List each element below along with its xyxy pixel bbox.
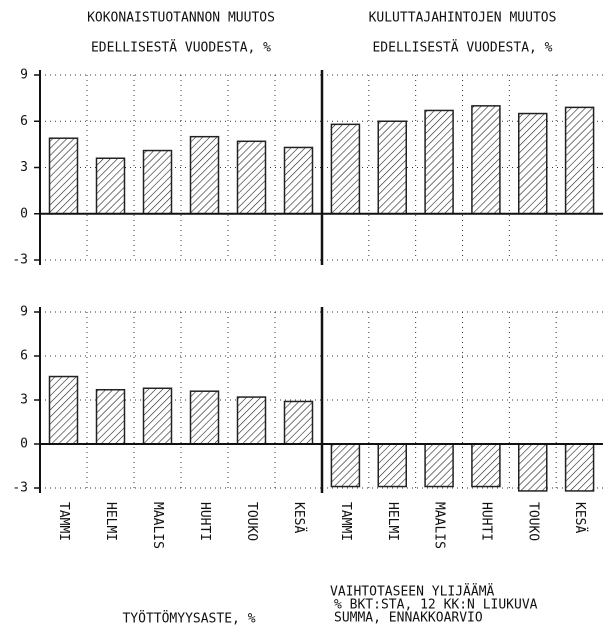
x-tick-label: TAMMI (56, 502, 71, 541)
x-tick-label: HUHTI (197, 502, 212, 541)
x-tick-label: HUHTI (478, 502, 493, 541)
chart-title: KOKONAISTUOTANNON MUUTOS (87, 11, 275, 26)
y-tick-label: 6 (20, 114, 28, 129)
bar (564, 443, 595, 492)
y-tick-label: 0 (20, 437, 28, 452)
y-tick-label: 0 (20, 206, 28, 221)
bar (518, 112, 548, 215)
x-tick-label: MAALIS (150, 502, 165, 549)
y-tick-label: -3 (12, 253, 28, 268)
bar (424, 109, 454, 215)
y-tick-label: -3 (12, 481, 28, 496)
bar (48, 137, 79, 215)
y-tick-label: 9 (20, 305, 28, 320)
chart-title: EDELLISESTÄ VUODESTA, % (91, 40, 271, 56)
bar (236, 140, 267, 215)
bar (424, 443, 454, 488)
y-tick-label: 3 (20, 393, 28, 408)
chart-title: KULUTTAJAHINTOJEN MUUTOS (369, 11, 557, 26)
bar (48, 375, 79, 445)
x-tick-label: HELMI (103, 502, 118, 541)
bar (471, 105, 501, 215)
bar (377, 120, 407, 215)
bar (377, 443, 407, 488)
bar (142, 387, 173, 445)
bar (142, 149, 173, 215)
bar (283, 400, 314, 445)
x-tick-label: TOUKO (244, 502, 259, 541)
bar (518, 443, 548, 492)
bar (189, 390, 220, 445)
y-tick-label: 3 (20, 160, 28, 175)
bar (330, 123, 361, 215)
chart-title: VAIHTOTASEEN YLIJÄÄMÄ (330, 584, 495, 600)
chart-title: EDELLISESTÄ VUODESTA, % (372, 40, 552, 56)
x-tick-label: MAALIS (432, 502, 447, 549)
y-tick-label: 6 (20, 349, 28, 364)
y-tick-label: 9 (20, 68, 28, 83)
bar (189, 135, 220, 215)
x-tick-label: TAMMI (338, 502, 353, 541)
x-tick-label: KESÄ (572, 502, 588, 533)
bar (330, 443, 361, 488)
bar (95, 388, 126, 445)
chart-title: TYÖTTÖMYYSASTE, % (122, 610, 255, 627)
x-tick-label: HELMI (385, 502, 400, 541)
bar (236, 396, 267, 445)
bar (283, 146, 314, 215)
chart-title: SUMMA, ENNAKKOARVIO (334, 611, 483, 626)
bar (95, 157, 126, 215)
bar (564, 106, 595, 215)
x-tick-label: KESÄ (291, 502, 307, 533)
bar (471, 443, 501, 488)
x-tick-label: TOUKO (525, 502, 540, 541)
chart-title: % BKT:STA, 12 KK:N LIUKUVA (334, 598, 538, 613)
